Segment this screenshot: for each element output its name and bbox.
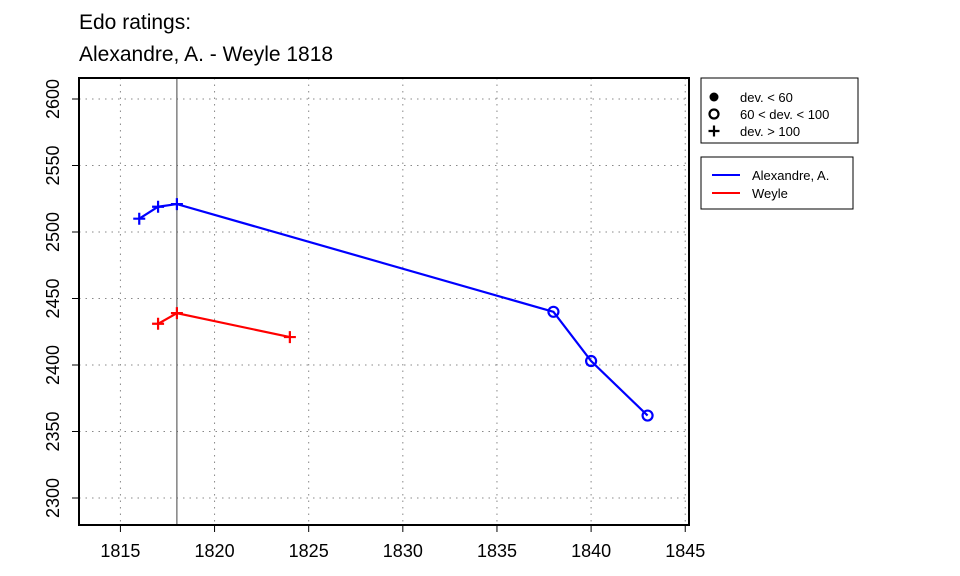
y-tick-label: 2500: [43, 212, 63, 252]
open-circle-marker: [641, 409, 654, 422]
x-tick-label: 1830: [383, 541, 423, 561]
open-circle-marker: [708, 108, 720, 120]
y-tick-label: 2400: [43, 345, 63, 385]
series-legend-label: Alexandre, A.: [752, 168, 829, 183]
x-tick-label: 1825: [289, 541, 329, 561]
chart-title-line2: Alexandre, A. - Weyle 1818: [79, 43, 333, 66]
plus-marker: [152, 317, 165, 330]
x-tick-label: 1840: [571, 541, 611, 561]
plus-marker: [170, 307, 183, 320]
plus-marker: [152, 200, 165, 213]
x-tick-label: 1815: [100, 541, 140, 561]
open-circle-marker: [547, 305, 560, 318]
y-tick-label: 2600: [43, 79, 63, 119]
series-line: [138, 202, 649, 417]
filled-circle-marker: [709, 92, 719, 102]
marker-legend-label: dev. < 60: [740, 90, 793, 105]
grid: [79, 78, 689, 525]
series-weyle: [152, 307, 296, 344]
x-tick-label: 1820: [195, 541, 235, 561]
plus-marker: [283, 331, 296, 344]
x-tick-label: 1835: [477, 541, 517, 561]
y-tick-label: 2550: [43, 145, 63, 185]
y-tick-label: 2450: [43, 278, 63, 318]
y-axis: 2300 2350 2400 2450 2500 2550 2600: [43, 79, 79, 518]
plus-marker: [708, 125, 720, 137]
marker-legend: dev. < 60 60 < dev. < 100 dev. > 100: [700, 77, 859, 144]
y-tick-label: 2300: [43, 478, 63, 518]
series-alexandre-a: [133, 198, 654, 422]
plus-marker: [133, 212, 146, 225]
marker-legend-label: dev. > 100: [740, 124, 800, 139]
series-legend-label: Weyle: [752, 186, 788, 201]
x-axis: 1815 1820 1825 1830 1835 1840 1845: [100, 525, 705, 561]
chart-title-line1: Edo ratings:: [79, 11, 191, 34]
marker-legend-label: 60 < dev. < 100: [740, 107, 829, 122]
series-group: [133, 198, 654, 422]
series-legend: Alexandre, A. Weyle: [700, 156, 854, 210]
plus-marker: [170, 198, 183, 211]
y-tick-label: 2350: [43, 411, 63, 451]
open-circle-marker: [584, 354, 598, 368]
plot-frame: [78, 77, 690, 526]
x-tick-label: 1845: [665, 541, 705, 561]
